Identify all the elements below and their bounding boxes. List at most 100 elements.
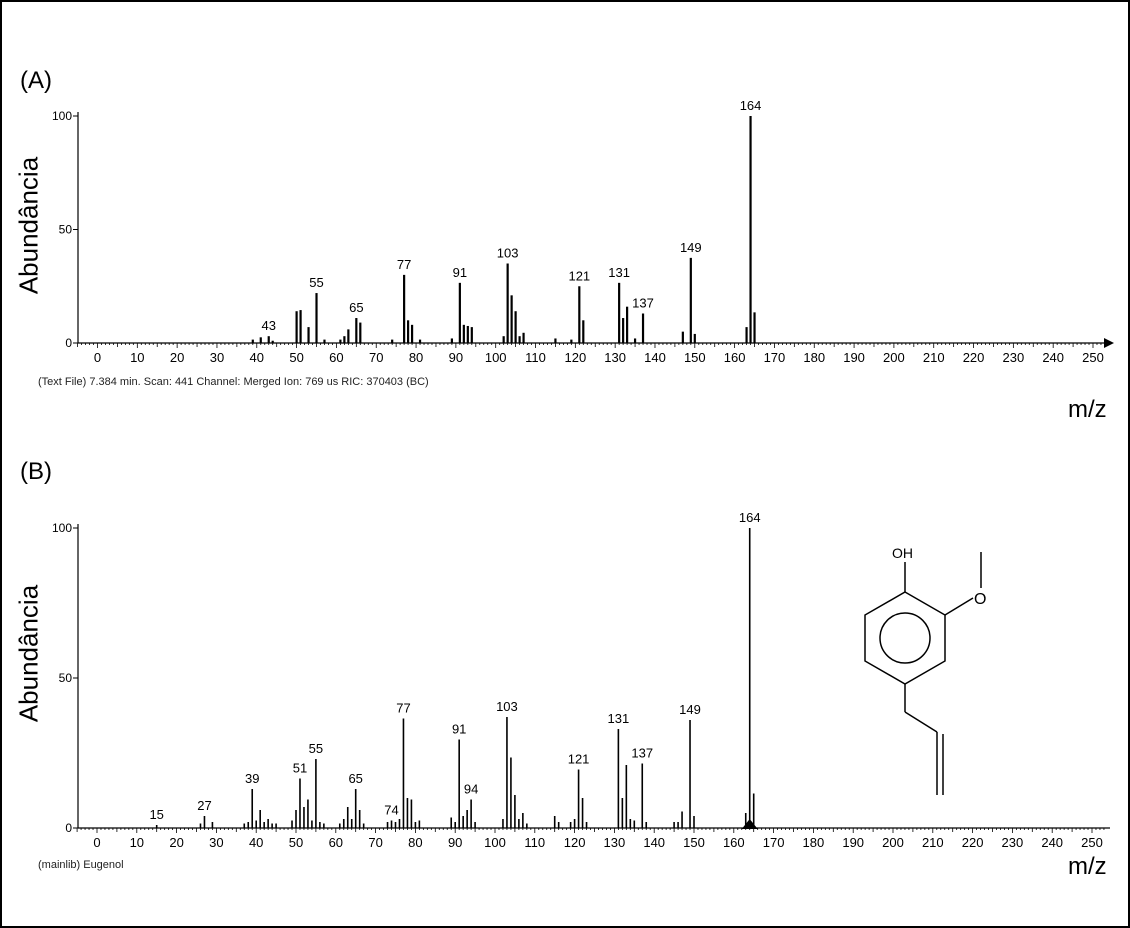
- peak-label: 164: [739, 510, 761, 525]
- x-tick-label: 100: [485, 350, 507, 365]
- o-label: O: [974, 591, 986, 608]
- x-tick-label: 0: [93, 835, 100, 850]
- x-tick-label: 40: [249, 835, 263, 850]
- peak-label: 55: [309, 275, 323, 290]
- x-tick-label: 130: [604, 350, 626, 365]
- x-tick-label: 180: [803, 350, 825, 365]
- y-tick-label: 100: [52, 109, 72, 123]
- peak-label: 77: [397, 257, 411, 272]
- peak-label: 131: [608, 265, 630, 280]
- peak-label: 77: [396, 701, 410, 716]
- x-tick-label: 240: [1041, 835, 1063, 850]
- x-tick-label: 40: [250, 350, 264, 365]
- x-tick-label: 30: [209, 835, 223, 850]
- x-tick-label: 190: [842, 835, 864, 850]
- panel-label-b: (B): [20, 458, 52, 485]
- x-tick-label: 20: [169, 835, 183, 850]
- x-tick-label: 10: [130, 835, 144, 850]
- x-tick-label: 120: [564, 350, 586, 365]
- spectrum-chart-a: 0 10 20 30 40 50 60 70 80 90 100 110 120 130 140 150 160…: [52, 98, 1114, 365]
- peak-label: 27: [197, 798, 211, 813]
- x-tick-label: 250: [1081, 835, 1103, 850]
- x-tick-label: 100: [484, 835, 506, 850]
- x-tick-label: 110: [525, 350, 546, 365]
- y-tick-label: 0: [65, 821, 72, 835]
- aromatic-circle: [879, 612, 931, 664]
- x-tick-label: 240: [1042, 350, 1064, 365]
- x-tick-label: 150: [683, 835, 705, 850]
- x-tick-label: 120: [564, 835, 586, 850]
- x-tick-label: 230: [1003, 350, 1025, 365]
- peak-label: 131: [608, 711, 630, 726]
- x-tick-label: 70: [368, 835, 382, 850]
- x-tick-label: 90: [449, 350, 463, 365]
- x-tick-label: 200: [883, 350, 905, 365]
- caption-b: (mainlib) Eugenol: [38, 859, 124, 871]
- x-tick-label: 0: [94, 350, 101, 365]
- x-axis-arrow: [1104, 338, 1114, 348]
- x-tick-label: 170: [763, 835, 785, 850]
- x-tick-label: 90: [448, 835, 462, 850]
- x-tick-label: 50: [289, 350, 303, 365]
- y-tick-label: 100: [52, 521, 72, 535]
- peak-label: 65: [349, 300, 363, 315]
- y-tick-label: 50: [59, 671, 73, 685]
- peak-label: 91: [453, 265, 467, 280]
- chain-bond-2: [904, 711, 938, 733]
- x-tick-label: 10: [130, 350, 144, 365]
- peak-label: 103: [496, 699, 518, 714]
- peak-label: 43: [261, 318, 275, 333]
- x-tick-label: 160: [723, 835, 745, 850]
- y-tick-label: 50: [59, 223, 73, 237]
- x-tick-label: 210: [922, 835, 944, 850]
- peak-label: 51: [293, 761, 307, 776]
- x-tick-label: 80: [408, 835, 422, 850]
- x-tick-label: 190: [843, 350, 865, 365]
- y-tick-label: 0: [65, 336, 72, 350]
- base-peak-marker: [741, 819, 758, 829]
- x-tick-label: 220: [963, 350, 985, 365]
- x-tick-label: 170: [764, 350, 786, 365]
- x-tick-label: 110: [524, 835, 545, 850]
- x-tick-label: 160: [724, 350, 746, 365]
- x-tick-label: 230: [1002, 835, 1024, 850]
- peak-label: 55: [309, 741, 323, 756]
- peak-label: 65: [348, 771, 362, 786]
- x-tick-label: 130: [604, 835, 626, 850]
- x-tick-label: 50: [289, 835, 303, 850]
- peak-label: 74: [384, 803, 398, 818]
- x-axis-label-a: m/z: [1068, 396, 1107, 423]
- o-bond: [944, 597, 974, 616]
- peak-label: 149: [679, 702, 701, 717]
- peak-label: 121: [568, 268, 590, 283]
- x-tick-label: 150: [684, 350, 706, 365]
- x-tick-label: 140: [643, 835, 665, 850]
- x-tick-label: 20: [170, 350, 184, 365]
- peak-label: 15: [149, 807, 163, 822]
- x-tick-label: 140: [644, 350, 666, 365]
- eugenol-structure: OH O: [864, 545, 986, 795]
- peak-label: 39: [245, 771, 259, 786]
- peak-label: 94: [464, 782, 478, 797]
- caption-a: (Text File) 7.384 min. Scan: 441 Channel…: [38, 376, 429, 388]
- oh-label: OH: [892, 545, 913, 561]
- peak-label: 149: [680, 240, 702, 255]
- benzene-ring: [864, 591, 946, 685]
- x-tick-label: 80: [409, 350, 423, 365]
- peak-label: 164: [740, 98, 762, 113]
- x-tick-label: 60: [329, 835, 343, 850]
- peak-label: 103: [497, 246, 519, 261]
- peak-label: 91: [452, 722, 466, 737]
- x-tick-label: 30: [210, 350, 224, 365]
- x-tick-label: 200: [882, 835, 904, 850]
- peak-label: 137: [631, 746, 653, 761]
- peak-label: 137: [632, 295, 654, 310]
- x-tick-label: 180: [803, 835, 825, 850]
- panel-label-a: (A): [20, 67, 52, 94]
- peak-label: 121: [568, 752, 590, 767]
- x-tick-label: 220: [962, 835, 984, 850]
- x-axis-label-b: m/z: [1068, 853, 1107, 880]
